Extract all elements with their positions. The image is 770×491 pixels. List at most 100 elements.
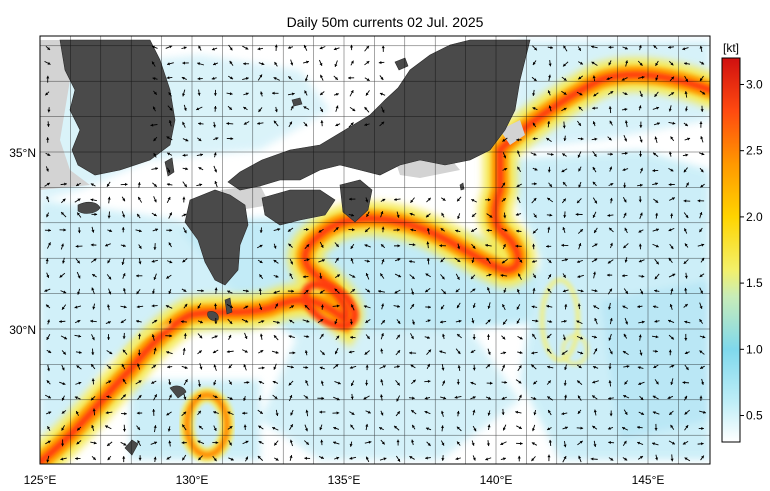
current-arrow xyxy=(578,181,582,188)
current-arrow xyxy=(196,153,204,157)
current-arrow xyxy=(198,45,202,51)
current-arrow xyxy=(516,318,521,324)
current-arrow xyxy=(485,243,492,247)
current-arrow xyxy=(195,106,203,111)
current-arrow xyxy=(199,363,203,370)
current-arrow xyxy=(59,272,66,278)
current-arrow xyxy=(668,121,676,125)
current-arrow xyxy=(457,365,461,371)
current-arrow xyxy=(668,60,674,66)
current-arrow xyxy=(485,319,491,325)
colorbar-scale xyxy=(721,57,741,443)
current-arrow xyxy=(167,167,171,173)
current-arrow xyxy=(212,349,219,354)
current-arrow xyxy=(682,153,689,157)
current-arrow xyxy=(533,409,537,416)
current-arrow xyxy=(561,350,568,355)
current-arrow xyxy=(622,92,628,96)
current-arrow xyxy=(623,364,630,369)
shikoku xyxy=(261,189,336,226)
current-arrow xyxy=(153,90,158,95)
current-arrow xyxy=(561,258,569,262)
current-arrow xyxy=(364,227,371,233)
current-arrow xyxy=(136,274,143,278)
current-arrow xyxy=(349,441,353,447)
current-arrow xyxy=(530,152,537,156)
current-arrow xyxy=(258,425,264,430)
current-arrow xyxy=(699,273,705,278)
current-arrow xyxy=(517,273,522,280)
current-arrow xyxy=(272,394,278,400)
current-arrow xyxy=(182,61,189,65)
current-arrow xyxy=(564,364,568,371)
current-arrow xyxy=(46,334,51,341)
current-arrow xyxy=(46,411,52,415)
current-arrow xyxy=(168,120,172,127)
current-arrow xyxy=(654,258,660,265)
current-arrow xyxy=(75,258,81,264)
current-arrow xyxy=(409,274,415,280)
current-arrow xyxy=(699,410,707,414)
current-arrow xyxy=(546,333,552,339)
current-arrow xyxy=(151,61,156,67)
current-arrow xyxy=(608,457,614,461)
current-arrow xyxy=(608,333,612,341)
current-arrow xyxy=(590,457,598,461)
current-arrow xyxy=(562,121,566,129)
current-arrow xyxy=(256,244,263,249)
current-arrow xyxy=(487,348,491,355)
current-arrow xyxy=(485,363,491,369)
current-arrow xyxy=(637,366,644,370)
current-arrow xyxy=(531,333,537,340)
current-arrow xyxy=(638,320,645,324)
current-arrow xyxy=(699,90,706,95)
current-arrow xyxy=(47,364,51,372)
current-arrow xyxy=(317,396,325,400)
current-arrow xyxy=(607,213,614,217)
current-arrow xyxy=(75,244,83,248)
current-arrow xyxy=(107,211,111,219)
current-arrow xyxy=(105,411,113,415)
current-arrow xyxy=(532,228,539,234)
current-arrow xyxy=(700,105,704,112)
current-arrow xyxy=(682,47,689,51)
current-arrow xyxy=(531,182,537,186)
current-arrow xyxy=(396,395,401,402)
current-arrow xyxy=(349,365,357,369)
current-arrow xyxy=(592,365,599,369)
current-arrow xyxy=(121,412,127,416)
current-arrow xyxy=(503,212,507,219)
current-arrow xyxy=(456,441,461,446)
current-arrow xyxy=(592,166,597,173)
current-arrow xyxy=(45,258,49,265)
current-arrow xyxy=(258,366,265,370)
current-arrow xyxy=(122,332,126,339)
current-arrow xyxy=(304,424,308,432)
current-arrow xyxy=(640,167,643,174)
current-arrow xyxy=(364,440,372,444)
current-arrow xyxy=(198,166,204,171)
current-arrow xyxy=(241,349,248,353)
current-arrow xyxy=(61,350,67,355)
current-arrow xyxy=(470,274,476,280)
current-arrow xyxy=(655,74,659,81)
current-arrow xyxy=(183,379,188,386)
current-arrow xyxy=(303,44,308,51)
current-arrow xyxy=(151,380,157,384)
current-arrow xyxy=(501,197,507,202)
current-arrow xyxy=(699,395,703,401)
current-arrow xyxy=(409,212,415,216)
current-arrow xyxy=(257,74,263,81)
current-arrow xyxy=(561,412,568,416)
current-arrow xyxy=(396,319,401,325)
current-arrow xyxy=(669,76,675,82)
current-arrow xyxy=(349,273,356,278)
current-arrow xyxy=(182,347,186,355)
current-arrow xyxy=(591,395,598,400)
current-arrow xyxy=(654,423,658,431)
current-arrow xyxy=(486,257,491,264)
current-arrow xyxy=(486,273,492,277)
current-arrow xyxy=(470,349,476,354)
current-arrow xyxy=(152,228,159,232)
